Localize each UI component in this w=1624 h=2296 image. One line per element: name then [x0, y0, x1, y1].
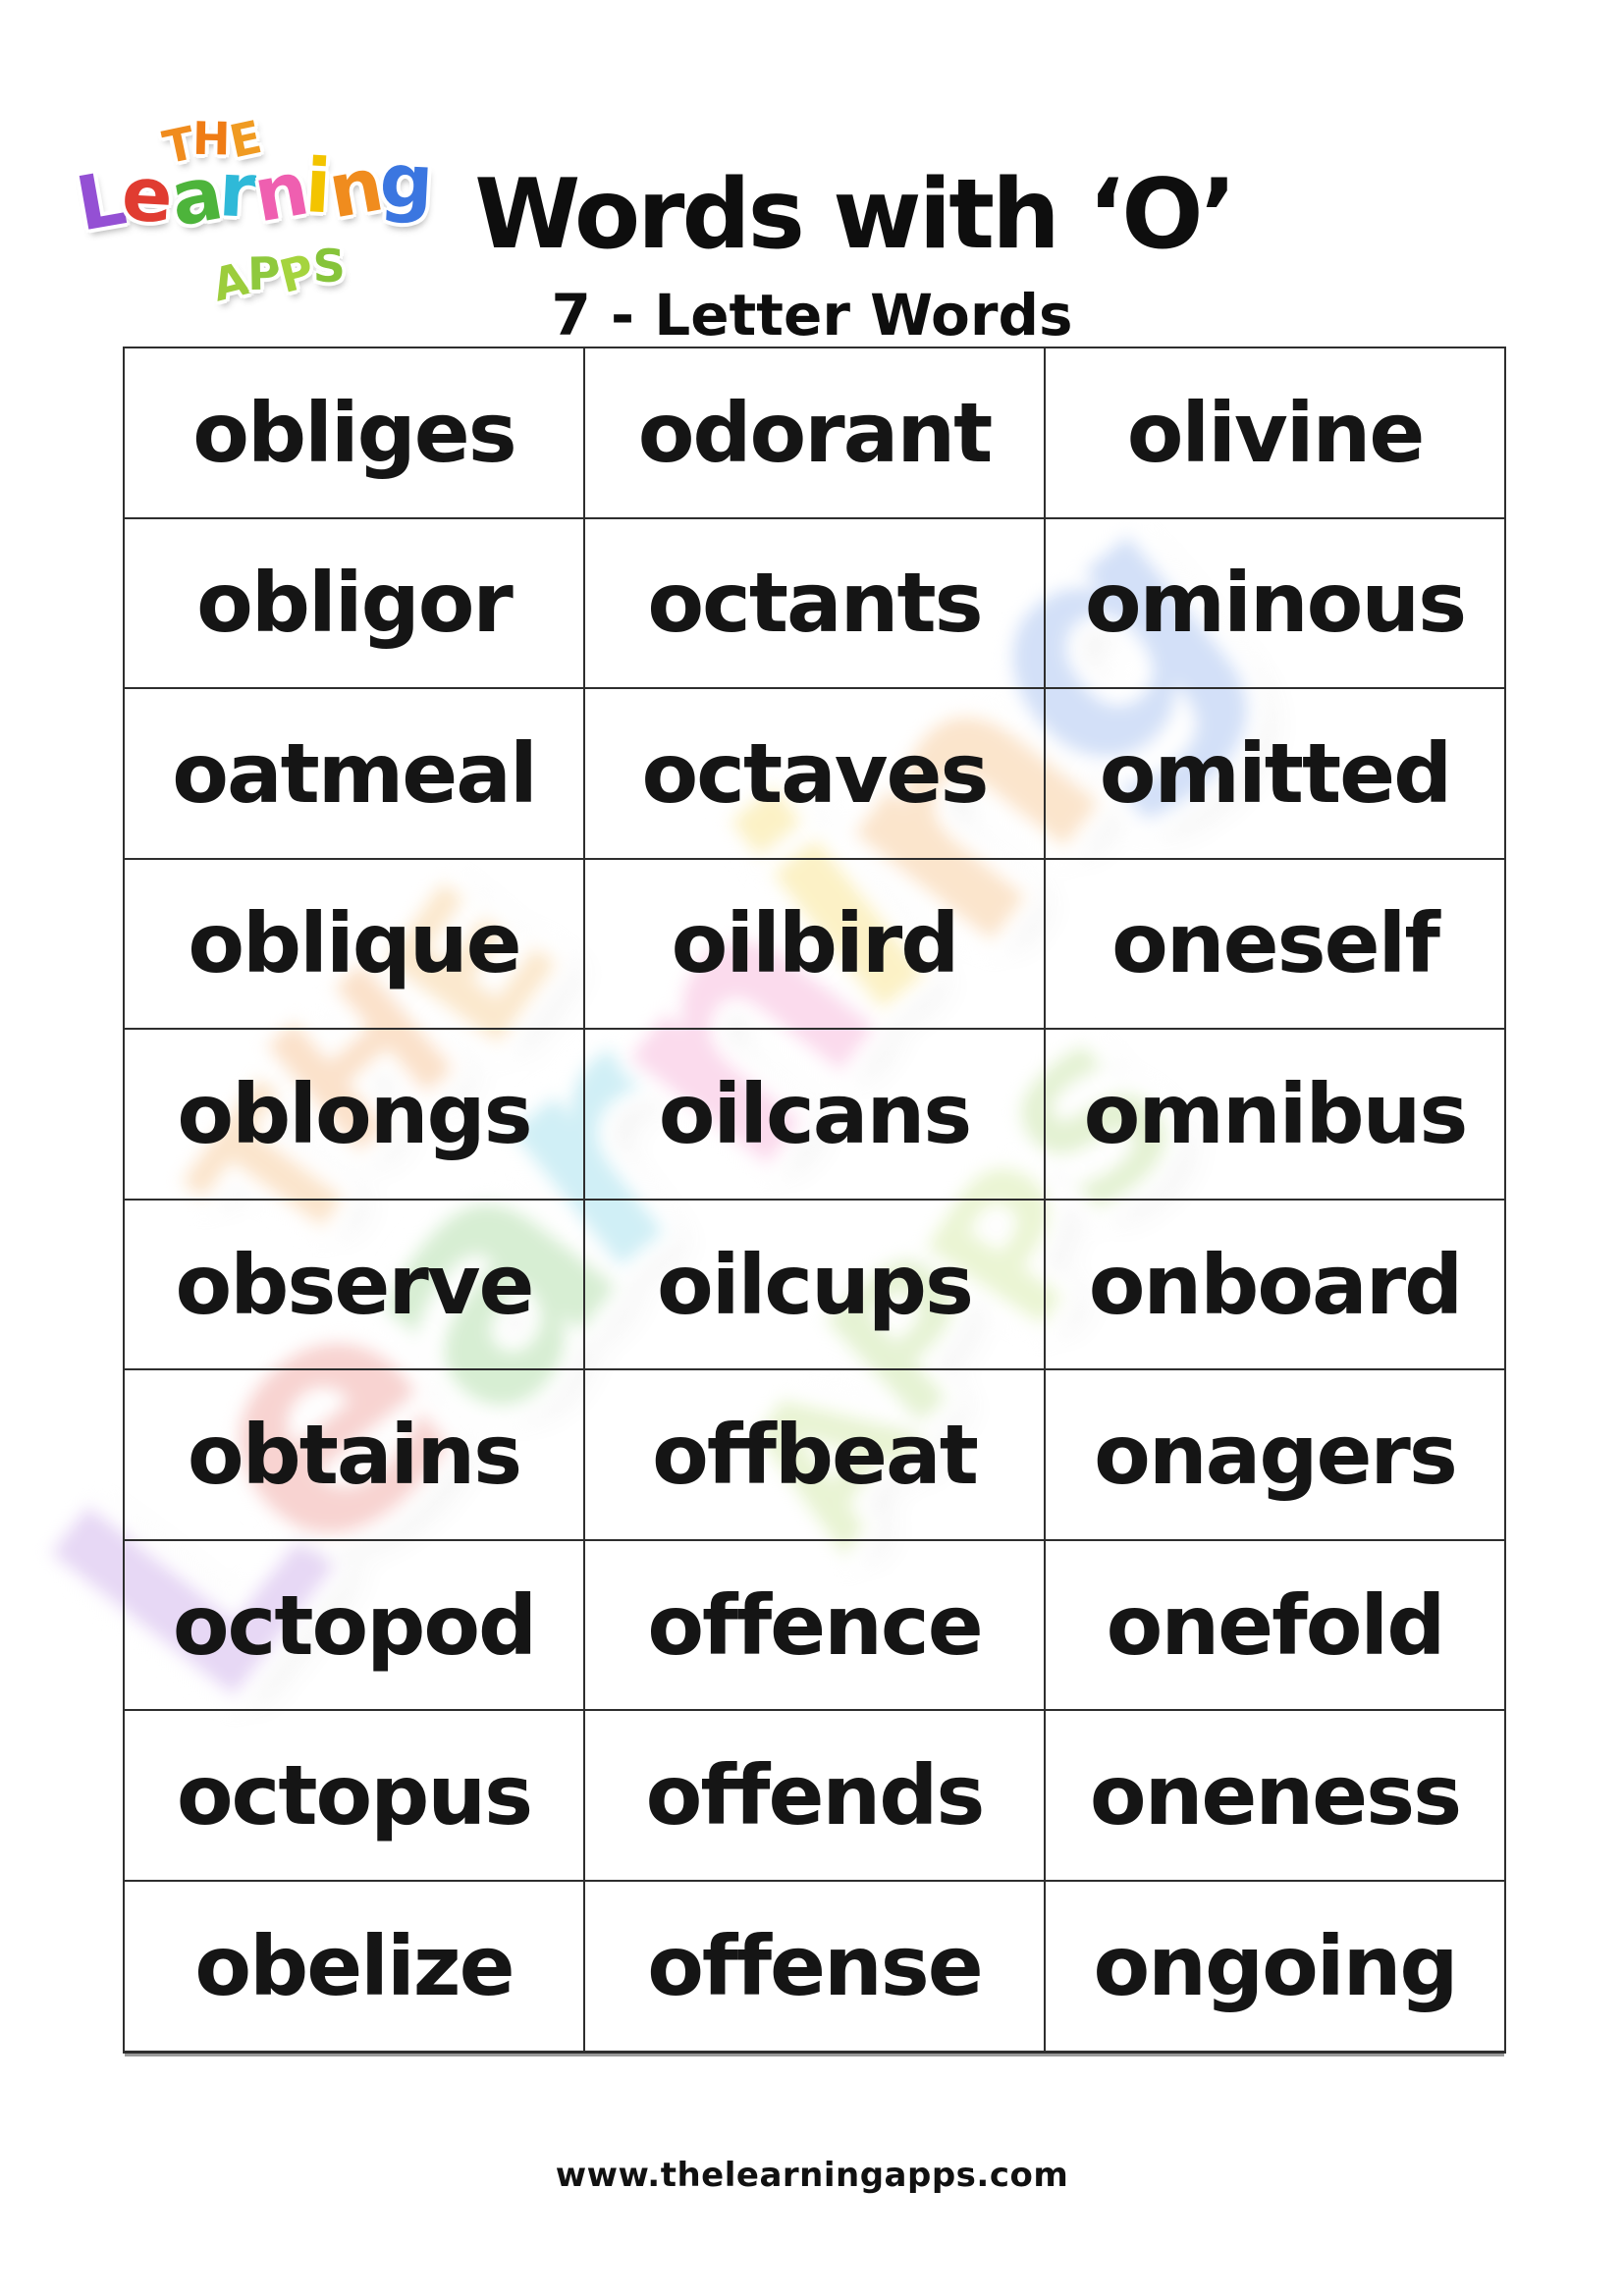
word-cell: octants [583, 516, 1046, 690]
page-subtitle: 7 - Letter Words [551, 282, 1073, 348]
word-cell: onefold [1044, 1538, 1506, 1712]
word-cell: oblongs [123, 1028, 585, 1201]
table-row: oblongs oilcans omnibus [123, 1028, 1506, 1201]
table-row: oblique oilbird oneself [123, 857, 1506, 1031]
logo-word-apps: APPS [207, 239, 349, 311]
word-cell: obliges [123, 347, 585, 519]
word-cell: oilcans [583, 1028, 1046, 1201]
logo-letter: S [312, 239, 347, 294]
word-cell: observe [123, 1198, 585, 1371]
word-cell: ongoing [1044, 1879, 1506, 2054]
words-table: obliges odorant olivine obligor octants omino… [123, 347, 1506, 2054]
word-cell: octopus [123, 1709, 585, 1882]
word-cell: onboard [1044, 1198, 1506, 1371]
table-row: obtains offbeat onagers [123, 1368, 1506, 1541]
word-cell: odorant [583, 347, 1046, 519]
word-cell: oneness [1044, 1709, 1506, 1882]
word-cell: oilbird [583, 857, 1046, 1031]
word-cell: obtains [123, 1368, 585, 1541]
table-row: obelize offense ongoing [123, 1879, 1506, 2054]
table-row: octopod offence onefold [123, 1538, 1506, 1712]
table-row: observe oilcups onboard [123, 1198, 1506, 1371]
word-cell: oneself [1044, 857, 1506, 1031]
brand-logo: THE Learning APPS [70, 110, 450, 325]
footer-url: www.thelearningapps.com [555, 2156, 1069, 2195]
table-row: obliges odorant olivine [123, 347, 1506, 519]
word-cell: oatmeal [123, 687, 585, 860]
word-cell: obelize [123, 1879, 585, 2054]
page-title: Words with ‘O’ [474, 159, 1237, 271]
word-cell: offense [583, 1879, 1046, 2054]
word-cell: onagers [1044, 1368, 1506, 1541]
word-cell: olivine [1044, 347, 1506, 519]
logo-word-learning: Learning [70, 135, 434, 248]
word-cell: offbeat [583, 1368, 1046, 1541]
words-table-body: obliges odorant olivine obligor octants omino… [123, 347, 1506, 2054]
word-cell: octopod [123, 1538, 585, 1712]
word-cell: offends [583, 1709, 1046, 1882]
word-cell: omnibus [1044, 1028, 1506, 1201]
table-row: oatmeal octaves omitted [123, 687, 1506, 860]
word-cell: obligor [123, 516, 585, 690]
word-cell: offence [583, 1538, 1046, 1712]
logo-box: THE Learning APPS [70, 110, 450, 325]
logo-letter: g [377, 135, 434, 227]
table-row: obligor octants ominous [123, 516, 1506, 690]
word-cell: oilcups [583, 1198, 1046, 1371]
table-row: octopus offends oneness [123, 1709, 1506, 1882]
word-cell: oblique [123, 857, 585, 1031]
word-cell: ominous [1044, 516, 1506, 690]
word-cell: omitted [1044, 687, 1506, 860]
word-cell: octaves [583, 687, 1046, 860]
